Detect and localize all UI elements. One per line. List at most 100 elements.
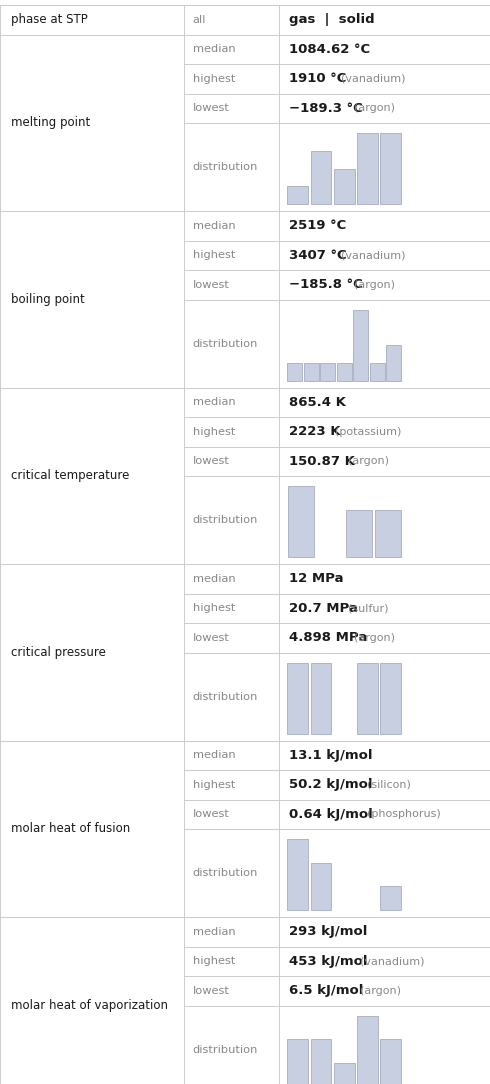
Bar [375, 509, 401, 557]
Text: 12 MPa: 12 MPa [289, 572, 344, 585]
Text: (phosphorus): (phosphorus) [367, 810, 441, 820]
Bar [288, 186, 308, 204]
Text: (argon): (argon) [348, 456, 389, 466]
Text: 453 kJ/mol: 453 kJ/mol [289, 955, 368, 968]
Text: gas  |  solid: gas | solid [289, 13, 375, 26]
Text: 865.4 K: 865.4 K [289, 396, 346, 409]
Bar [288, 662, 308, 734]
Text: −189.3 °C  (argon): −189.3 °C (argon) [289, 102, 428, 115]
Text: 2223 K  (potassium): 2223 K (potassium) [289, 425, 440, 438]
Bar [380, 887, 401, 909]
Text: 0.64 kJ/mol  (phosphorus): 0.64 kJ/mol (phosphorus) [289, 808, 483, 821]
Text: distribution: distribution [193, 692, 258, 701]
Text: (argon): (argon) [354, 280, 395, 289]
Text: lowest: lowest [193, 985, 230, 996]
Text: 6.5 kJ/mol  (argon): 6.5 kJ/mol (argon) [289, 984, 429, 997]
Text: 4.898 MPa  (argon): 4.898 MPa (argon) [289, 631, 433, 644]
Text: median: median [193, 927, 235, 937]
Text: (argon): (argon) [360, 985, 401, 996]
Bar [337, 363, 352, 380]
Text: 20.7 MPa: 20.7 MPa [289, 602, 358, 615]
Text: all: all [193, 15, 206, 25]
Text: (sulfur): (sulfur) [348, 604, 388, 614]
Text: critical temperature: critical temperature [11, 469, 129, 482]
Text: median: median [193, 573, 235, 584]
Text: 1084.62 °C: 1084.62 °C [289, 42, 370, 55]
Text: (argon): (argon) [354, 633, 395, 643]
Text: 453 kJ/mol  (vanadium): 453 kJ/mol (vanadium) [289, 955, 463, 968]
Bar [311, 1040, 332, 1084]
Bar [357, 662, 378, 734]
Bar [353, 310, 368, 380]
Text: lowest: lowest [193, 810, 230, 820]
Bar [345, 509, 372, 557]
Text: −185.8 °C: −185.8 °C [289, 279, 363, 292]
Text: (vanadium): (vanadium) [342, 250, 406, 260]
Text: melting point: melting point [11, 116, 90, 129]
Text: highest: highest [193, 427, 235, 437]
Text: critical pressure: critical pressure [11, 646, 106, 659]
Text: distribution: distribution [193, 338, 258, 348]
Text: median: median [193, 221, 235, 231]
Text: 150.87 K: 150.87 K [289, 455, 355, 468]
Text: (vanadium): (vanadium) [342, 74, 406, 83]
Bar [380, 133, 401, 204]
Text: 1910 °C  (vanadium): 1910 °C (vanadium) [289, 73, 441, 86]
Text: 1910 °C: 1910 °C [289, 73, 346, 86]
Text: lowest: lowest [193, 633, 230, 643]
Text: lowest: lowest [193, 456, 230, 466]
Text: 0.64 kJ/mol: 0.64 kJ/mol [289, 808, 373, 821]
Bar [288, 486, 314, 557]
Text: (vanadium): (vanadium) [360, 956, 425, 966]
Text: 50.2 kJ/mol: 50.2 kJ/mol [289, 778, 373, 791]
Bar [380, 1040, 401, 1084]
Text: 150.87 K  (argon): 150.87 K (argon) [289, 455, 420, 468]
Text: 293 kJ/mol: 293 kJ/mol [289, 926, 368, 939]
Text: 6.5 kJ/mol: 6.5 kJ/mol [289, 984, 364, 997]
Bar [311, 662, 332, 734]
Text: distribution: distribution [193, 1045, 258, 1055]
Text: highest: highest [193, 956, 235, 966]
Text: 13.1 kJ/mol: 13.1 kJ/mol [289, 749, 373, 762]
Text: −185.8 °C  (argon): −185.8 °C (argon) [289, 279, 428, 292]
Text: 4.898 MPa: 4.898 MPa [289, 631, 368, 644]
Text: highest: highest [193, 604, 235, 614]
Text: median: median [193, 750, 235, 760]
Text: distribution: distribution [193, 162, 258, 172]
Text: distribution: distribution [193, 515, 258, 525]
Bar [304, 363, 318, 380]
Text: molar heat of fusion: molar heat of fusion [11, 823, 130, 836]
Text: 2223 K: 2223 K [289, 425, 341, 438]
Bar [320, 363, 335, 380]
Text: 50.2 kJ/mol  (silicon): 50.2 kJ/mol (silicon) [289, 778, 442, 791]
Text: highest: highest [193, 74, 235, 83]
Bar [287, 363, 302, 380]
Text: 3407 °C  (vanadium): 3407 °C (vanadium) [289, 248, 442, 261]
Bar [387, 345, 401, 380]
Text: lowest: lowest [193, 280, 230, 289]
Text: phase at STP: phase at STP [11, 13, 88, 26]
Text: molar heat of vaporization: molar heat of vaporization [11, 998, 168, 1011]
Text: median: median [193, 397, 235, 408]
Text: (potassium): (potassium) [335, 427, 401, 437]
Text: 2519 °C: 2519 °C [289, 219, 346, 232]
Bar [334, 168, 355, 204]
Bar [380, 662, 401, 734]
Text: boiling point: boiling point [11, 293, 85, 306]
Bar [357, 1016, 378, 1084]
Text: −189.3 °C: −189.3 °C [289, 102, 363, 115]
Bar [357, 133, 378, 204]
Bar [288, 1040, 308, 1084]
Bar [288, 839, 308, 909]
Text: lowest: lowest [193, 103, 230, 113]
Text: 20.7 MPa  (sulfur): 20.7 MPa (sulfur) [289, 602, 424, 615]
Text: 3407 °C: 3407 °C [289, 248, 347, 261]
Bar [370, 363, 385, 380]
Bar [311, 151, 332, 204]
Bar [311, 863, 332, 909]
Text: (silicon): (silicon) [367, 779, 411, 790]
Text: highest: highest [193, 250, 235, 260]
Text: median: median [193, 44, 235, 54]
Bar [334, 1062, 355, 1084]
Text: distribution: distribution [193, 868, 258, 878]
